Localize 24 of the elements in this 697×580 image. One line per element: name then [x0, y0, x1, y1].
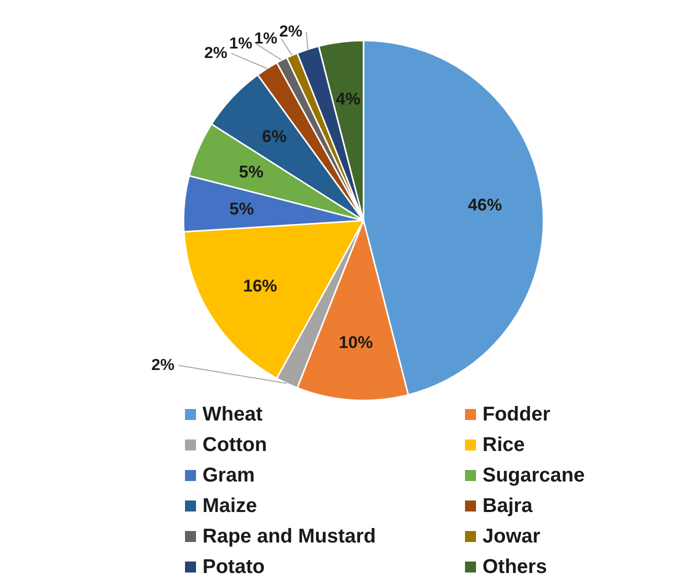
legend-label: Bajra	[482, 495, 534, 517]
data-label: 46%	[468, 196, 502, 215]
data-label: 16%	[243, 276, 278, 296]
data-label: 5%	[238, 162, 264, 182]
data-label: 2%	[279, 24, 302, 41]
data-label: 4%	[336, 90, 360, 109]
legend-label: Cotton	[202, 434, 267, 456]
data-label: 2%	[151, 356, 174, 374]
legend-label: Sugarcane	[482, 464, 585, 486]
legend-label: Gram	[202, 464, 255, 486]
legend-label: Rice	[482, 434, 525, 456]
data-label: 6%	[262, 127, 287, 146]
legend-label: Potato	[202, 556, 265, 578]
data-label: 2%	[204, 44, 228, 62]
legend-label: Others	[482, 556, 547, 578]
legend-label: Wheat	[202, 404, 263, 426]
data-label: 5%	[229, 199, 254, 218]
legend-label: Maize	[202, 495, 257, 517]
legend-label: Jowar	[482, 526, 541, 548]
data-label: 10%	[338, 333, 373, 352]
legend-label: Fodder	[482, 404, 550, 426]
data-label: 1%	[229, 36, 252, 53]
legend-label: Rape and Mustard	[202, 526, 376, 548]
data-label: 1%	[254, 30, 278, 48]
